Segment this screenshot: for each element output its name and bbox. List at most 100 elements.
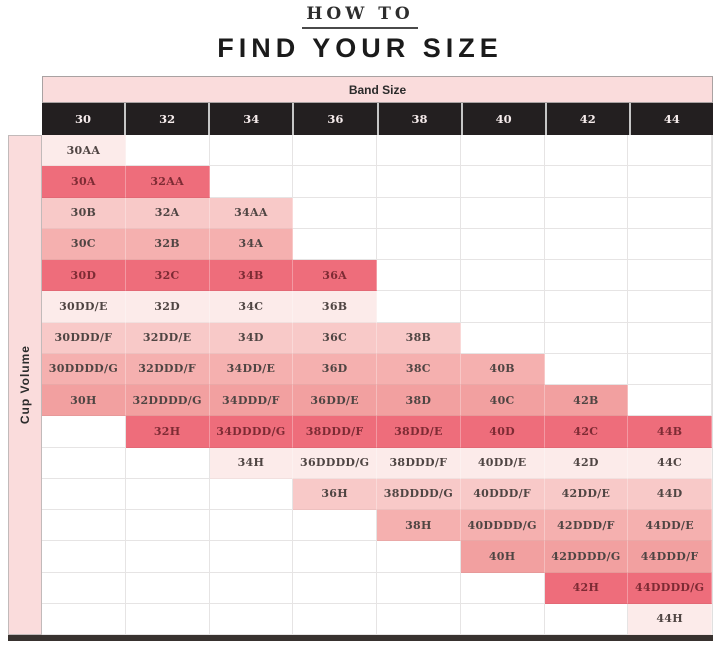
empty-cell: [209, 541, 294, 573]
empty-cell: [125, 478, 210, 510]
empty-cell: [460, 322, 545, 354]
size-cell-40DDDD-G: 40DDDD/G: [460, 510, 545, 542]
empty-cell: [544, 228, 629, 260]
size-cell-34DD-E: 34DD/E: [209, 353, 294, 385]
empty-cell: [460, 572, 545, 604]
empty-cell: [544, 291, 629, 323]
size-cell-40DD-E: 40DD/E: [460, 447, 545, 479]
empty-cell: [377, 197, 461, 229]
empty-cell: [293, 135, 377, 167]
empty-cell: [460, 260, 545, 292]
size-cell-44DDD-F: 44DDD/F: [628, 541, 712, 573]
size-cell-36C: 36C: [293, 322, 377, 354]
size-cell-42DD-E: 42DD/E: [544, 478, 629, 510]
empty-cell: [293, 572, 377, 604]
empty-cell: [544, 166, 629, 198]
size-cell-34DDDD-G: 34DDDD/G: [209, 416, 294, 448]
size-cell-38B: 38B: [377, 322, 461, 354]
empty-cell: [377, 228, 461, 260]
size-cell-44DD-E: 44DD/E: [628, 510, 712, 542]
size-cell-30AA: 30AA: [42, 135, 126, 167]
size-cell-40H: 40H: [460, 541, 545, 573]
empty-cell: [293, 541, 377, 573]
empty-cell: [460, 291, 545, 323]
size-cell-40D: 40D: [460, 416, 545, 448]
empty-cell: [377, 572, 461, 604]
size-cell-42H: 42H: [544, 572, 629, 604]
empty-cell: [125, 603, 210, 635]
empty-cell: [42, 603, 126, 635]
size-cell-38C: 38C: [377, 353, 461, 385]
band-size-34: 34: [210, 103, 295, 135]
empty-cell: [544, 197, 629, 229]
size-cell-34D: 34D: [209, 322, 294, 354]
empty-cell: [293, 197, 377, 229]
size-cell-44B: 44B: [628, 416, 712, 448]
empty-cell: [628, 353, 712, 385]
empty-cell: [125, 541, 210, 573]
size-cell-34H: 34H: [209, 447, 294, 479]
size-cell-36H: 36H: [293, 478, 377, 510]
size-cell-42DDDD-G: 42DDDD/G: [544, 541, 629, 573]
empty-cell: [544, 135, 629, 167]
size-cell-42D: 42D: [544, 447, 629, 479]
size-cell-36D: 36D: [293, 353, 377, 385]
empty-cell: [293, 510, 377, 542]
size-cell-42C: 42C: [544, 416, 629, 448]
size-cell-34A: 34A: [209, 228, 294, 260]
size-cell-36DD-E: 36DD/E: [293, 385, 377, 417]
size-cell-34C: 34C: [209, 291, 294, 323]
empty-cell: [293, 166, 377, 198]
empty-cell: [209, 135, 294, 167]
size-cell-34AA: 34AA: [209, 197, 294, 229]
band-size-30: 30: [42, 103, 127, 135]
size-cell-44D: 44D: [628, 478, 712, 510]
size-cell-30D: 30D: [42, 260, 126, 292]
title-eyebrow: HOW TO: [302, 4, 418, 29]
size-cell-30DD-E: 30DD/E: [42, 291, 126, 323]
empty-cell: [42, 541, 126, 573]
size-cell-32DDDD-G: 32DDDD/G: [125, 385, 210, 417]
size-cell-44DDDD-G: 44DDDD/G: [628, 572, 712, 604]
empty-cell: [377, 135, 461, 167]
empty-cell: [42, 510, 126, 542]
size-cell-42DDD-F: 42DDD/F: [544, 510, 629, 542]
size-cell-44C: 44C: [628, 447, 712, 479]
empty-cell: [628, 197, 712, 229]
size-cell-36DDDD-G: 36DDDD/G: [293, 447, 377, 479]
size-cell-38DD-E: 38DD/E: [377, 416, 461, 448]
size-cell-34DDD-F: 34DDD/F: [209, 385, 294, 417]
empty-cell: [42, 572, 126, 604]
band-size-32: 32: [126, 103, 211, 135]
empty-cell: [125, 572, 210, 604]
empty-cell: [544, 353, 629, 385]
size-cell-32DD-E: 32DD/E: [125, 322, 210, 354]
size-cell-30H: 30H: [42, 385, 126, 417]
empty-cell: [460, 135, 545, 167]
empty-cell: [125, 447, 210, 479]
empty-cell: [209, 478, 294, 510]
empty-cell: [460, 197, 545, 229]
empty-cell: [209, 572, 294, 604]
empty-cell: [544, 322, 629, 354]
bra-size-chart: Band Size 30 32 34 36 38 40 42 44 Cup Volume 30…: [8, 76, 713, 641]
size-cell-38H: 38H: [377, 510, 461, 542]
band-size-40: 40: [463, 103, 547, 135]
empty-cell: [544, 260, 629, 292]
empty-cell: [42, 447, 126, 479]
empty-cell: [209, 510, 294, 542]
empty-cell: [42, 478, 126, 510]
size-cell-32D: 32D: [125, 291, 210, 323]
size-cell-40DDD-F: 40DDD/F: [460, 478, 545, 510]
table-bottom-border: [8, 635, 713, 641]
empty-cell: [125, 135, 210, 167]
empty-cell: [377, 260, 461, 292]
size-cell-44H: 44H: [628, 603, 712, 635]
page-title: FIND YOUR SIZE: [217, 33, 503, 63]
size-cell-40C: 40C: [460, 385, 545, 417]
size-cell-38DDD-F: 38DDD/F: [377, 447, 461, 479]
cup-volume-label: Cup Volume: [18, 345, 32, 425]
empty-cell: [377, 603, 461, 635]
size-cell-32DDD-F: 32DDD/F: [125, 353, 210, 385]
